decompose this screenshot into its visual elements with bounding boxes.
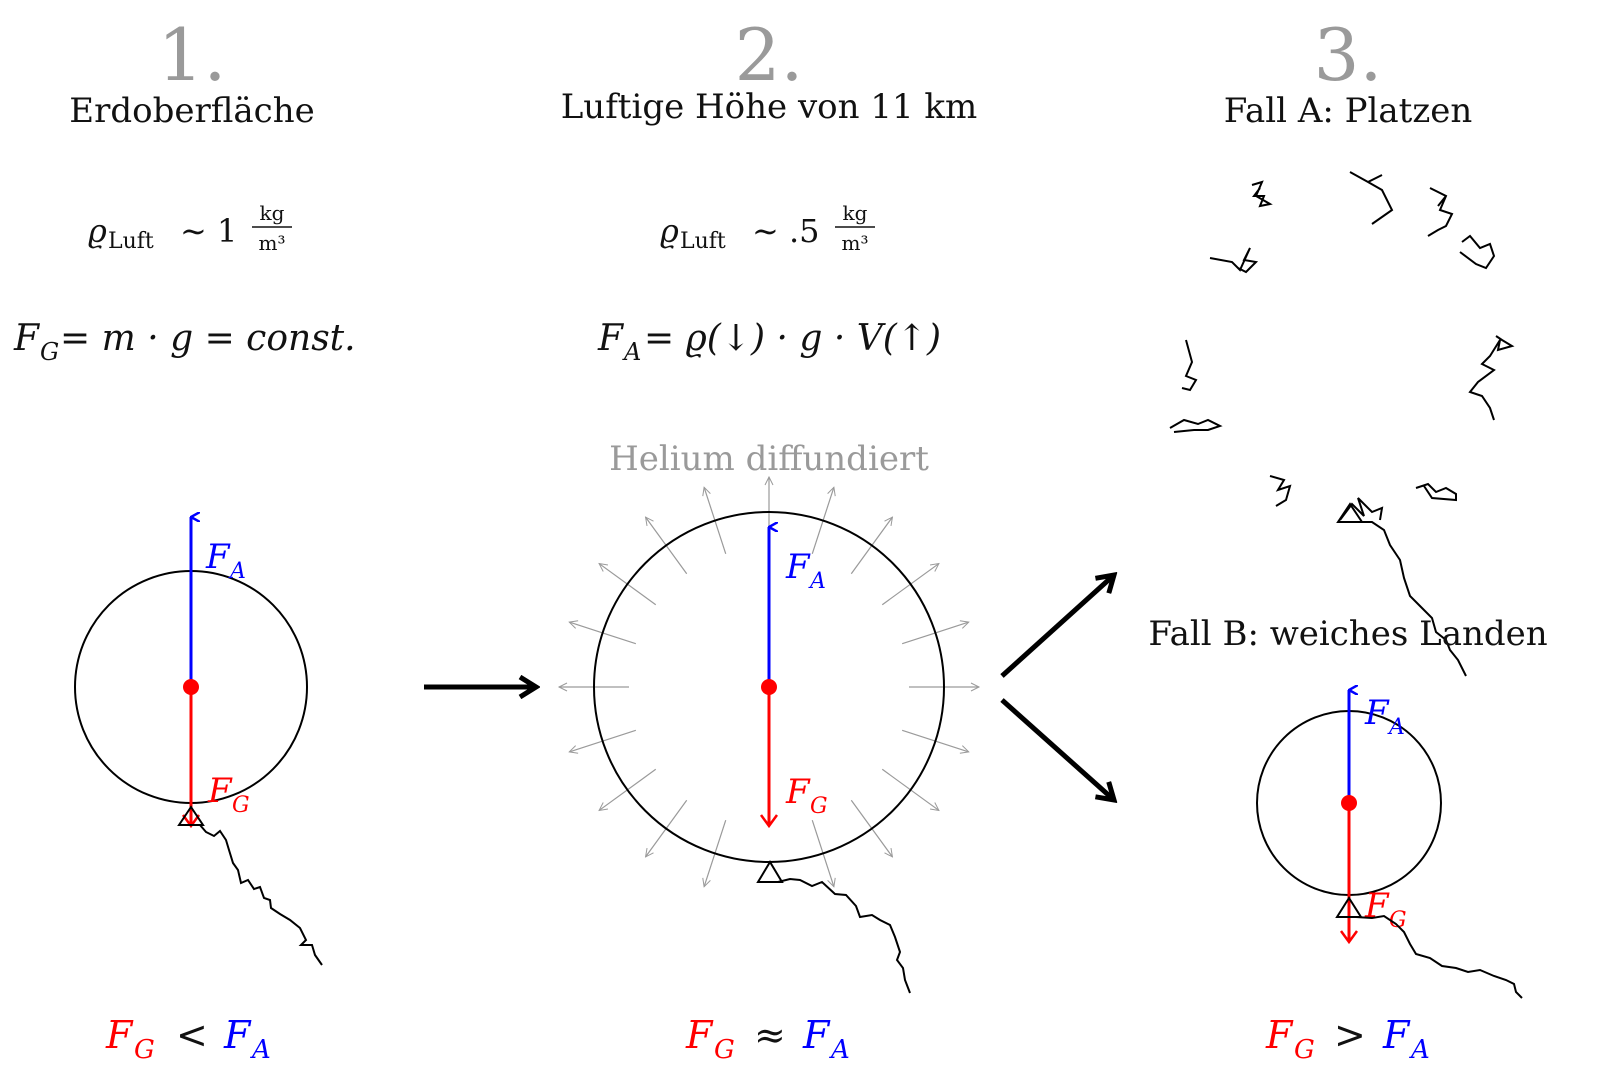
svg-text:F: F (1265, 1013, 1294, 1057)
step2-string (777, 877, 911, 994)
case-b-center-dot (1341, 795, 1357, 811)
case-b-knot-icon (1335, 896, 1363, 918)
svg-text:A: A (1409, 1035, 1430, 1065)
step1-force-up-label: F A (205, 537, 246, 584)
svg-text:F: F (785, 547, 811, 587)
svg-text:A: A (1387, 715, 1405, 740)
case-b-string (1355, 914, 1523, 999)
svg-text:A: A (250, 1035, 271, 1065)
svg-text:G: G (810, 794, 828, 819)
step2-number: 2. (735, 13, 804, 97)
svg-text:F: F (785, 772, 811, 812)
svg-text:G: G (714, 1035, 735, 1065)
step3-number: 3. (1314, 13, 1383, 97)
svg-text:G: G (134, 1035, 155, 1065)
svg-text:F: F (1382, 1013, 1411, 1057)
svg-text:m³: m³ (259, 231, 286, 255)
svg-text:ϱ: ϱ (88, 212, 107, 250)
step2-force-up-label: F A (785, 547, 826, 594)
svg-text:kg: kg (260, 201, 285, 225)
step1-force-down-label: F G (207, 771, 250, 818)
svg-text:∼ 1: ∼ 1 (180, 212, 237, 250)
svg-text:F: F (1364, 693, 1390, 733)
burst-fragments (1169, 171, 1515, 521)
svg-text:F: F (1364, 886, 1390, 926)
case-b-title: Fall B: weiches Landen (1148, 614, 1547, 654)
svg-text:A: A (808, 569, 826, 594)
step2-comparison: F G ≈ F A (685, 1013, 850, 1065)
step1-comparison: F G < F A (105, 1013, 271, 1065)
step1-formula: F G = m · g = const. (13, 318, 356, 366)
svg-text:m³: m³ (842, 231, 869, 255)
svg-text:A: A (228, 559, 246, 584)
svg-text:F: F (13, 318, 41, 359)
svg-text:G: G (1294, 1035, 1315, 1065)
svg-text:ϱ: ϱ (660, 212, 679, 250)
case-a-string (1356, 521, 1467, 677)
svg-text:A: A (829, 1035, 850, 1065)
svg-text:G: G (40, 338, 59, 366)
svg-text:Luft: Luft (680, 229, 726, 254)
step2-density: ϱ Luft ∼ .5 kg m³ (660, 201, 875, 255)
transition-arrow-to-case-b (1000, 698, 1114, 800)
svg-text:F: F (207, 771, 233, 811)
step2-formula: F A = ϱ(↓) · g · V(↑) (597, 318, 941, 366)
case-b-force-up-label: F A (1364, 693, 1405, 740)
svg-text:∼ .5: ∼ .5 (752, 212, 820, 250)
svg-text:>: > (1334, 1013, 1366, 1057)
svg-text:F: F (223, 1013, 252, 1057)
step1-string (199, 824, 323, 966)
step1-number: 1. (158, 13, 227, 97)
case-b-force-down-label: F G (1364, 886, 1407, 933)
svg-text:Luft: Luft (108, 229, 154, 254)
step2-knot-icon (756, 860, 784, 883)
svg-text:G: G (1389, 908, 1407, 933)
step2-force-down-label: F G (785, 772, 828, 819)
svg-text:F: F (597, 318, 625, 359)
step1-center-dot (183, 679, 199, 695)
svg-text:F: F (685, 1013, 714, 1057)
svg-text:G: G (232, 793, 250, 818)
case-a-title: Fall A: Platzen (1224, 91, 1473, 131)
svg-text:A: A (622, 338, 641, 366)
svg-text:F: F (802, 1013, 831, 1057)
helium-diffusion-label: Helium diffundiert (609, 439, 929, 479)
step1-knot-icon (177, 805, 205, 826)
svg-text:kg: kg (843, 201, 868, 225)
svg-text:F: F (105, 1013, 134, 1057)
step2-center-dot (761, 679, 777, 695)
svg-text:= m · g = const.: = m · g = const. (60, 318, 356, 359)
case-a-knot-icon (1336, 502, 1364, 523)
svg-text:<: < (176, 1013, 208, 1057)
step1-density: ϱ Luft ∼ 1 kg m³ (88, 201, 292, 255)
step3-comparison: F G > F A (1265, 1013, 1430, 1065)
svg-text:F: F (205, 537, 231, 577)
step1-title: Erdoberfläche (69, 91, 314, 131)
step2-title: Luftige Höhe von 11 km (561, 87, 978, 127)
svg-text:≈: ≈ (754, 1013, 786, 1057)
transition-arrow-to-case-a (1000, 575, 1114, 678)
svg-text:= ϱ(↓) · g · V(↑): = ϱ(↓) · g · V(↑) (644, 318, 941, 359)
